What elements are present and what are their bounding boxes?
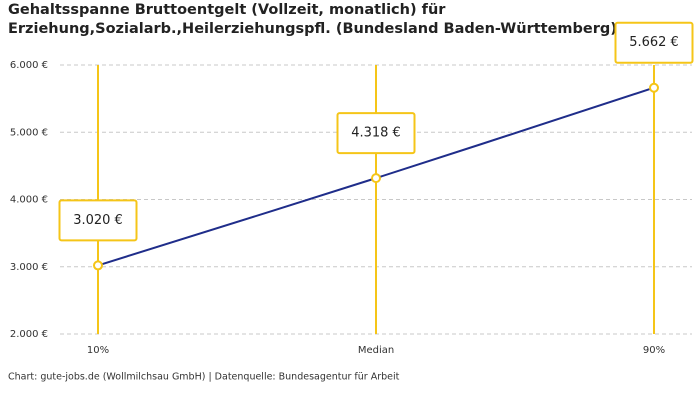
point [93, 260, 103, 271]
value-label-box [614, 21, 694, 64]
value-label-box [58, 199, 138, 242]
value-label-box [336, 112, 416, 155]
y-tick-label: 6.000 € [10, 60, 48, 71]
value-label: 3.020 € [73, 213, 123, 228]
chart-title: Gehaltsspanne Bruttoentgelt (Vollzeit, m… [8, 2, 446, 18]
source: Chart: gute-jobs.de (Wollmilchsau GmbH) … [8, 372, 400, 383]
x-tick-label: 90% [643, 345, 665, 356]
x-tick-label: Median [358, 345, 394, 356]
value-label: 5.662 € [629, 35, 679, 50]
point [649, 82, 659, 93]
value-label: 4.318 € [351, 126, 401, 141]
y-tick-label: 2.000 € [10, 329, 48, 340]
y-tick-label: 4.000 € [10, 195, 48, 206]
x-tick-label: 10% [87, 345, 109, 356]
chart-title: Erziehung,Sozialarb.,Heilerziehungspfl. … [8, 21, 617, 37]
y-tick-label: 3.000 € [10, 262, 48, 273]
y-tick-label: 5.000 € [10, 127, 48, 138]
point [371, 173, 381, 184]
